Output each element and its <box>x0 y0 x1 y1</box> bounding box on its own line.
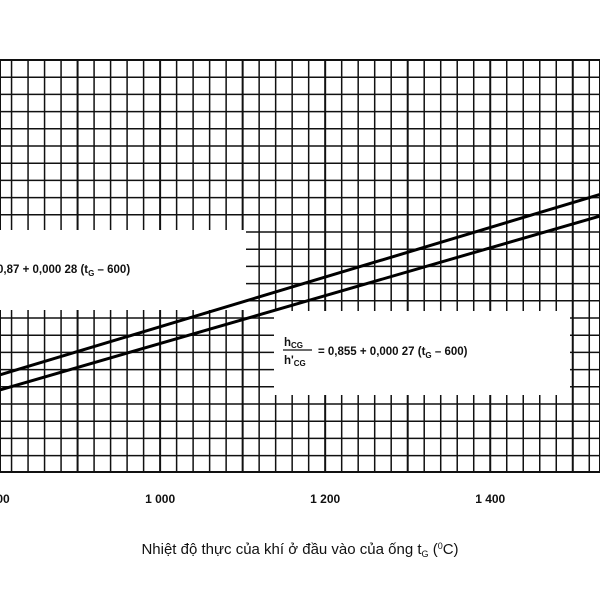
svg-text:h'CG: h'CG <box>284 355 306 368</box>
left-equation: 0,87 + 0,000 28 (tG – 600) <box>0 264 130 278</box>
x-tick-label: 1 400 <box>475 492 505 506</box>
svg-text:= 0,855 + 0,000 27 (tG – 600): = 0,855 + 0,000 27 (tG – 600) <box>318 346 468 360</box>
x-tick-label: 00 <box>0 492 10 506</box>
series-group <box>0 193 600 392</box>
left-equation-box <box>0 230 246 310</box>
right-equation: hCG h'CG = 0,855 + 0,000 27 (tG – 600) <box>283 337 468 368</box>
x-axis-label: Nhiệt độ thực của khí ở đầu vào của ống … <box>141 541 458 559</box>
right-equation-box <box>274 311 570 395</box>
x-ticks: 00 1 000 1 200 1 400 <box>0 492 506 506</box>
series-line-1 <box>0 193 600 377</box>
svg-text:hCG: hCG <box>284 337 303 350</box>
x-tick-label: 1 000 <box>145 492 175 506</box>
x-tick-label: 1 200 <box>310 492 340 506</box>
series-line-2 <box>0 214 600 392</box>
